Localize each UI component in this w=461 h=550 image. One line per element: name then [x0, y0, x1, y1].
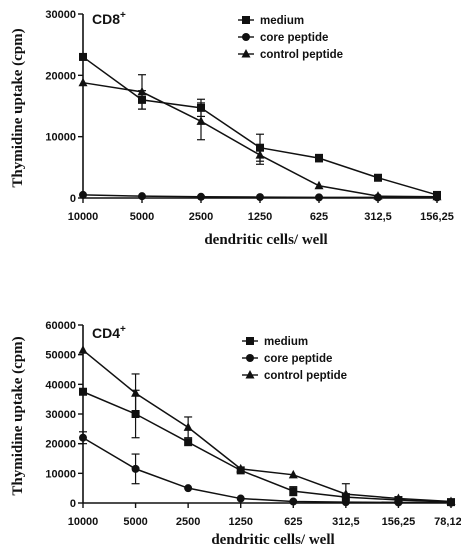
series-line — [82, 56, 438, 196]
y-axis-label: Thymidine uptake (cpm) — [10, 336, 26, 495]
y-axis-label: Thymidine uptake (cpm) — [10, 28, 26, 187]
y-tick-label: 10000 — [45, 468, 76, 480]
series-control-peptide — [78, 74, 442, 201]
data-point — [236, 463, 246, 473]
data-point — [341, 489, 351, 498]
data-point — [255, 150, 265, 159]
x-tick-label: 156,25 — [382, 516, 416, 528]
data-point — [79, 52, 87, 61]
y-tick-label: 20000 — [45, 439, 76, 451]
x-tick-label: 78,125 — [434, 516, 461, 528]
x-tick-label: 5000 — [123, 516, 147, 528]
x-tick-label: 625 — [284, 516, 302, 528]
data-point — [289, 497, 298, 506]
y-tick-label: 50000 — [45, 350, 76, 362]
data-point — [78, 345, 88, 354]
x-tick-label: 312,5 — [332, 516, 360, 528]
x-tick-label: 625 — [310, 211, 328, 223]
legend-marker — [245, 370, 255, 379]
data-point — [288, 469, 298, 479]
data-point — [256, 193, 264, 202]
x-tick-label: 5000 — [130, 211, 154, 223]
data-point — [131, 464, 140, 473]
data-point — [79, 433, 87, 442]
legend-label: core peptide — [260, 32, 328, 44]
y-tick-label: 30000 — [45, 409, 76, 421]
x-axis-label: dendritic cells/ well — [204, 232, 327, 248]
x-tick-label: 156,25 — [420, 211, 454, 223]
legend-marker — [246, 354, 254, 362]
y-tick-label: 40000 — [45, 379, 76, 391]
data-point — [196, 116, 206, 125]
data-point — [183, 422, 193, 431]
x-tick-label: 1250 — [228, 516, 252, 528]
x-tick-label: 312,5 — [364, 211, 392, 223]
y-tick-label: 60000 — [45, 320, 76, 332]
legend-marker — [242, 33, 250, 41]
data-point — [131, 410, 140, 418]
data-point — [184, 484, 193, 493]
y-tick-label: 0 — [70, 498, 76, 510]
x-axis-label: dendritic cells/ well — [211, 532, 334, 548]
data-point — [197, 192, 205, 201]
y-tick-label: 30000 — [45, 9, 76, 21]
legend: medium core peptide control peptide — [242, 336, 347, 382]
series-control-peptide — [78, 345, 456, 506]
data-point — [373, 191, 383, 200]
chart-cd4-panel: 0 10000 20000 30000 40000 50000 60000 10000 5000… — [10, 320, 461, 548]
chart-cd8-panel: 0 10000 20000 30000 10000 5000 2500 1250 625 312,… — [10, 9, 454, 248]
chart-title: CD4+ — [92, 324, 126, 341]
legend-label: control peptide — [260, 49, 343, 61]
series-line — [82, 437, 452, 504]
x-tick-label: 10000 — [68, 211, 99, 223]
series-medium — [79, 52, 441, 199]
data-point — [314, 180, 324, 190]
y-tick-label: 10000 — [45, 132, 76, 144]
data-point — [131, 388, 141, 397]
data-point — [446, 496, 456, 506]
data-point — [374, 173, 382, 182]
legend-label: medium — [264, 336, 308, 348]
legend-marker — [242, 16, 250, 24]
legend-label: core peptide — [264, 353, 332, 365]
x-tick-label: 10000 — [68, 516, 99, 528]
x-tick-label: 2500 — [189, 211, 213, 223]
series-line — [82, 391, 452, 503]
chart-title: CD8+ — [92, 10, 126, 27]
data-point — [138, 192, 146, 201]
series-line — [82, 349, 452, 503]
x-tick-label: 2500 — [176, 516, 200, 528]
data-point — [315, 193, 323, 202]
legend-marker — [241, 49, 251, 58]
data-point — [236, 494, 245, 503]
y-tick-label: 20000 — [45, 70, 76, 82]
data-point — [184, 438, 193, 447]
data-point — [79, 190, 87, 199]
data-point — [315, 154, 323, 163]
legend-label: medium — [260, 15, 304, 27]
legend: medium core peptide control peptide — [238, 15, 343, 61]
x-tick-label: 1250 — [248, 211, 272, 223]
data-point — [393, 493, 403, 503]
data-point — [79, 387, 87, 396]
data-point — [289, 487, 298, 496]
legend-marker — [246, 337, 254, 345]
data-point — [78, 77, 88, 87]
y-tick-label: 0 — [70, 193, 76, 205]
data-point — [137, 86, 147, 96]
data-point — [432, 191, 442, 201]
legend-label: control peptide — [264, 370, 347, 382]
